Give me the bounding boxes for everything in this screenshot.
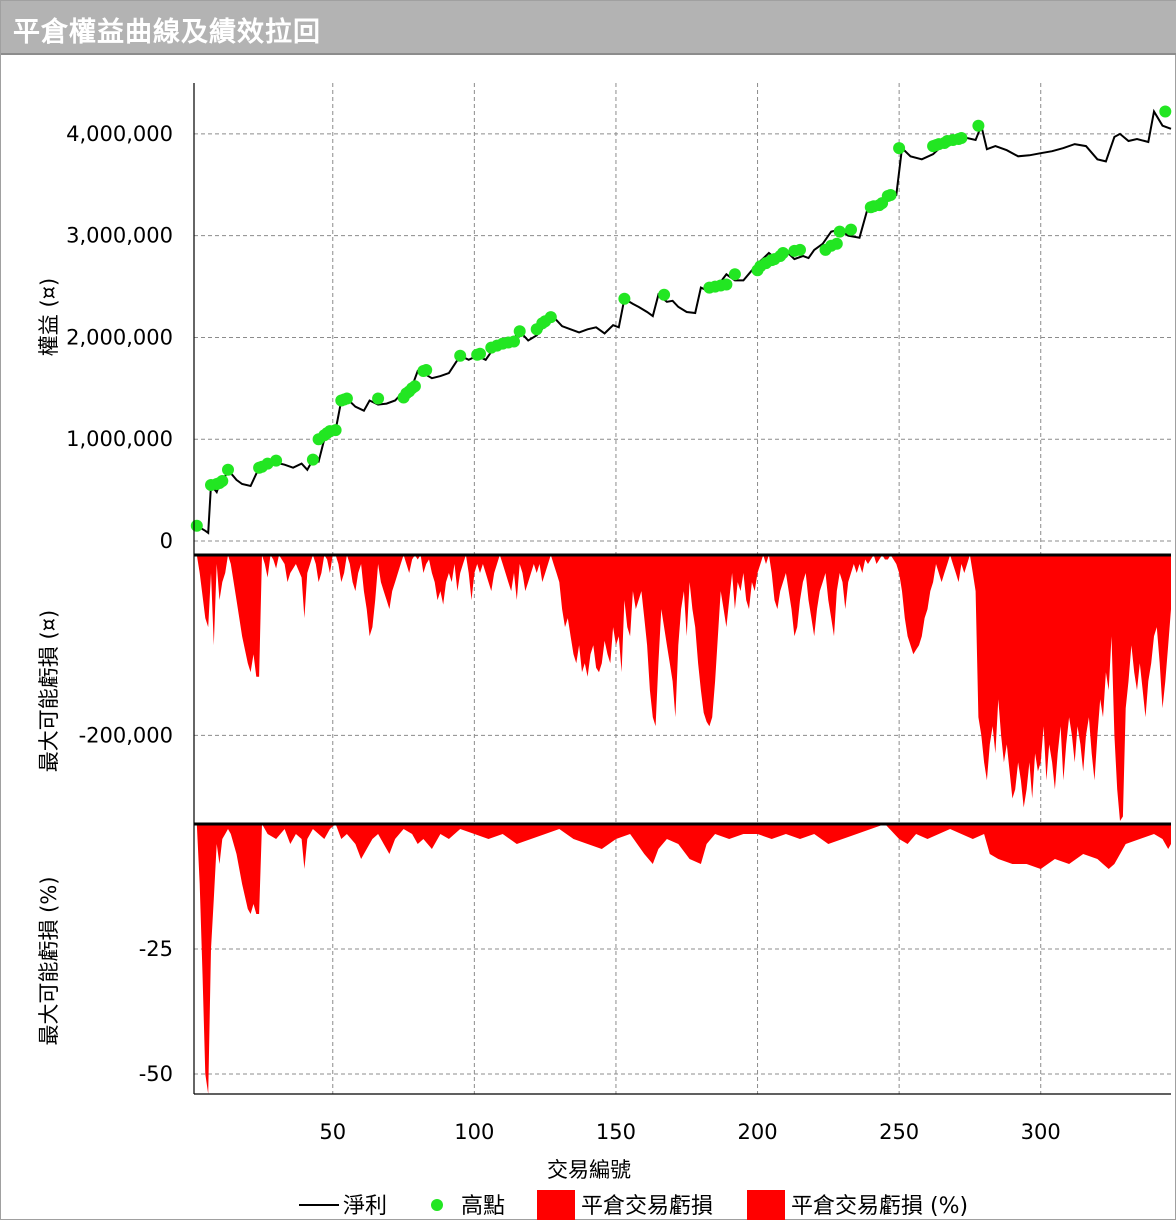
new-high-point: [222, 463, 234, 476]
new-high-point: [306, 453, 319, 466]
y-axis-label-drawdown-pct: 最大可能虧損 (%): [37, 876, 61, 1045]
x-tick-label: 100: [454, 1120, 494, 1144]
new-high-point: [216, 475, 229, 487]
y-tick-label: 3,000,000: [66, 224, 173, 248]
axes: 50 100 150 200 250 300 0 1,000,000 2,000,000 3,00…: [66, 83, 1171, 1144]
new-high-point: [972, 119, 985, 132]
new-high-point: [544, 311, 557, 324]
equity-line-layer: [196, 108, 1172, 535]
y-tick-label: 4,000,000: [66, 122, 173, 146]
y-tick-label: 2,000,000: [66, 325, 173, 349]
new-high-point: [340, 392, 353, 405]
y-tick-label: -25: [139, 937, 173, 961]
y-axis-label-drawdown-abs: 最大可能虧損 (¤): [37, 610, 61, 772]
title-bar: 平倉權益曲線及績效拉回: [1, 1, 1176, 55]
legend-swatch-drawdown: [537, 1190, 575, 1220]
new-high-point: [728, 268, 741, 281]
new-high-point: [190, 519, 203, 532]
x-tick-label: 300: [1021, 1120, 1061, 1144]
legend-label-new-high: 高點: [461, 1194, 505, 1219]
legend-label-drawdown: 平倉交易虧損: [581, 1194, 713, 1219]
new-high-point: [830, 237, 843, 250]
new-high-point: [508, 335, 520, 348]
new-high-point: [845, 223, 857, 236]
new-high-point: [658, 288, 671, 301]
new-high-point: [720, 278, 733, 291]
new-high-point: [884, 189, 897, 201]
new-high-point: [408, 380, 421, 393]
new-high-point: [777, 247, 789, 259]
x-tick-label: 50: [319, 1120, 346, 1144]
new-high-point: [893, 142, 906, 155]
x-tick-label: 250: [879, 1120, 919, 1144]
new-high-point: [955, 132, 968, 144]
new-high-point: [794, 243, 806, 256]
y-tick-label: -50: [139, 1062, 173, 1086]
new-high-point: [372, 392, 385, 405]
legend-dot-swatch: [431, 1199, 443, 1211]
new-high-markers: [190, 105, 1172, 532]
new-high-point: [329, 424, 342, 437]
new-high-point: [833, 225, 846, 238]
y-axis-label-equity: 權益 (¤): [37, 278, 61, 356]
new-high-point: [1159, 105, 1172, 118]
new-high-point: [618, 292, 631, 305]
legend-label-drawdown-pct: 平倉交易虧損 (%): [791, 1194, 968, 1219]
y-tick-label: 0: [160, 529, 173, 553]
y-tick-label: 1,000,000: [66, 427, 173, 451]
legend: 淨利 高點 平倉交易虧損 平倉交易虧損 (%): [299, 1190, 968, 1220]
drawdown-area: [196, 555, 1172, 821]
legend-swatch-drawdown-pct: [747, 1190, 785, 1220]
x-tick-label: 150: [596, 1120, 636, 1144]
drawdown-pct-area: [196, 824, 1172, 1094]
new-high-point: [270, 454, 283, 467]
drawdown-areas: [196, 555, 1172, 1094]
x-tick-label: 200: [737, 1120, 777, 1144]
new-high-point: [513, 325, 526, 338]
x-axis-label: 交易編號: [547, 1158, 631, 1182]
equity-line: [196, 108, 1172, 535]
legend-label-net-profit: 淨利: [343, 1194, 387, 1219]
window-title: 平倉權益曲線及績效拉回: [13, 17, 321, 48]
new-high-point: [420, 364, 433, 376]
new-high-point: [474, 347, 486, 360]
grid-layer: [194, 83, 1171, 1094]
new-high-point: [454, 349, 467, 362]
y-tick-label: -200,000: [79, 723, 173, 747]
